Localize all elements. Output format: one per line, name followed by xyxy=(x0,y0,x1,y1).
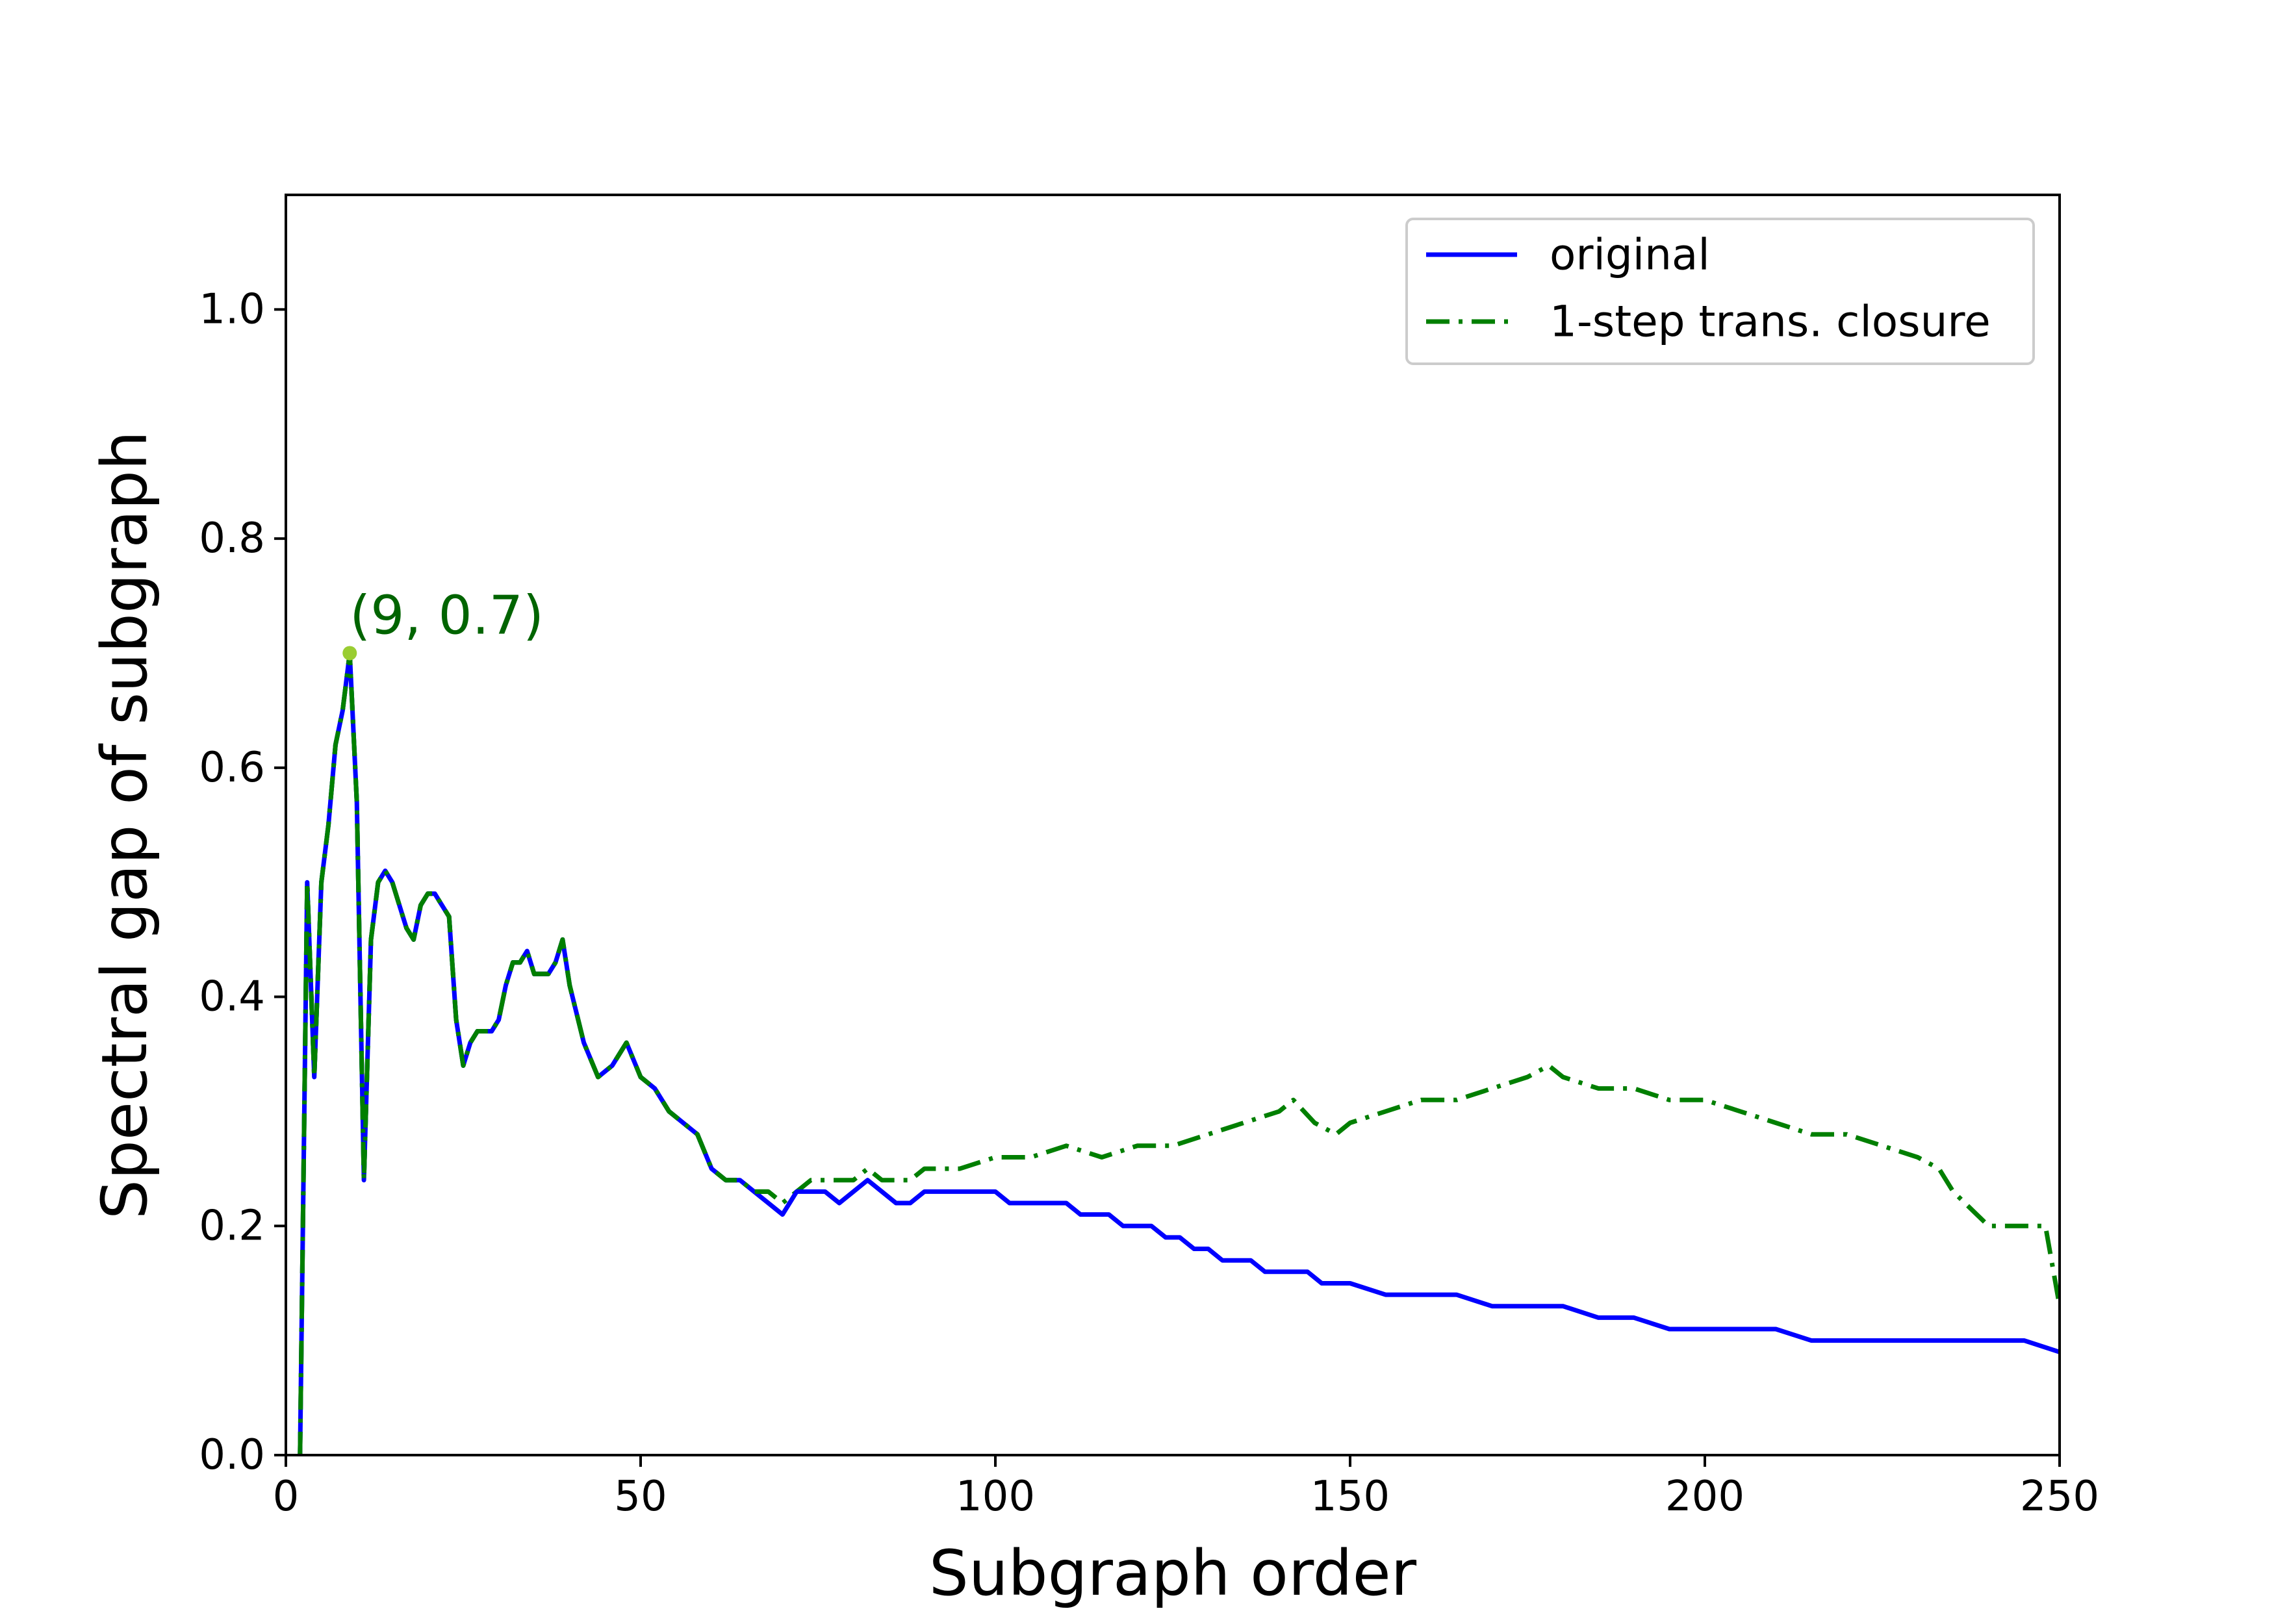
annotation-layer: (9, 0.7) xyxy=(342,585,544,661)
y-tick-label: 0.0 xyxy=(199,1431,265,1479)
y-tick-label: 1.0 xyxy=(199,285,265,333)
series-layer xyxy=(298,651,2062,1456)
x-axis-ticks: 0 50 100 150 200 250 xyxy=(273,1455,2099,1521)
series-line-0 xyxy=(298,651,2061,1456)
legend-label-original: original xyxy=(1550,230,1710,280)
legend-label-closure: 1-step trans. closure xyxy=(1550,297,1991,347)
peak-marker xyxy=(342,646,357,661)
x-axis-label: Subgraph order xyxy=(929,1537,1417,1610)
y-tick-label: 0.4 xyxy=(199,973,265,1021)
y-tick-label: 0.2 xyxy=(199,1202,265,1250)
peak-annotation-label: (9, 0.7) xyxy=(350,585,544,646)
y-axis-ticks: 0.0 0.2 0.4 0.6 0.8 1.0 xyxy=(199,285,286,1479)
y-tick-label: 0.8 xyxy=(199,514,265,563)
x-tick-label: 150 xyxy=(1310,1473,1390,1521)
x-tick-label: 250 xyxy=(2020,1473,2099,1521)
x-tick-label: 0 xyxy=(273,1473,300,1521)
legend-box xyxy=(1405,218,2035,365)
series-overlap-closure xyxy=(298,651,769,1456)
x-tick-label: 200 xyxy=(1665,1473,1744,1521)
x-tick-label: 100 xyxy=(956,1473,1035,1521)
y-axis-label: Spectral gap of subgraph xyxy=(88,431,161,1219)
x-tick-label: 50 xyxy=(614,1473,667,1521)
series-line-1 xyxy=(298,651,2062,1456)
y-tick-label: 0.6 xyxy=(199,744,265,792)
plot-frame xyxy=(285,194,2061,1456)
legend: original 1-step trans. closure xyxy=(1405,218,2035,365)
